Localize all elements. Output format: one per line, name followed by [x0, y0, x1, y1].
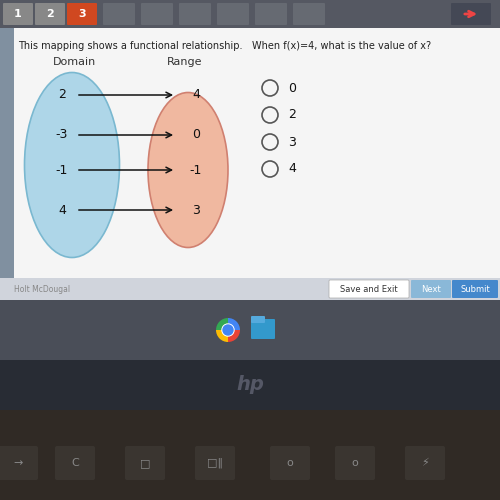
- Bar: [0, 278, 500, 300]
- FancyBboxPatch shape: [141, 3, 173, 25]
- Text: □: □: [140, 458, 150, 468]
- Wedge shape: [216, 330, 228, 342]
- Text: ⚡: ⚡: [421, 458, 429, 468]
- Bar: [0, 300, 500, 360]
- Text: Save and Exit: Save and Exit: [340, 284, 398, 294]
- Bar: [0, 28, 14, 298]
- Text: 3: 3: [78, 9, 86, 19]
- Text: 0: 0: [192, 128, 200, 141]
- FancyBboxPatch shape: [452, 280, 498, 298]
- Text: 1: 1: [14, 9, 22, 19]
- Text: o: o: [352, 458, 358, 468]
- Text: 2: 2: [46, 9, 54, 19]
- Text: o: o: [286, 458, 294, 468]
- Wedge shape: [216, 318, 228, 330]
- Bar: [0, 0, 500, 28]
- FancyBboxPatch shape: [125, 446, 165, 480]
- FancyBboxPatch shape: [179, 3, 211, 25]
- Circle shape: [222, 324, 234, 336]
- FancyBboxPatch shape: [405, 446, 445, 480]
- Text: C: C: [71, 458, 79, 468]
- Text: 0: 0: [288, 82, 296, 94]
- FancyBboxPatch shape: [270, 446, 310, 480]
- FancyBboxPatch shape: [451, 3, 491, 25]
- FancyBboxPatch shape: [103, 3, 135, 25]
- FancyBboxPatch shape: [0, 446, 38, 480]
- Bar: [0, 360, 500, 410]
- FancyBboxPatch shape: [293, 3, 325, 25]
- FancyBboxPatch shape: [35, 3, 65, 25]
- Text: Next: Next: [421, 284, 441, 294]
- Text: 2: 2: [288, 108, 296, 122]
- FancyBboxPatch shape: [55, 446, 95, 480]
- Text: □‖: □‖: [207, 458, 223, 468]
- Text: 3: 3: [192, 204, 200, 216]
- Text: -1: -1: [190, 164, 202, 176]
- Text: Range: Range: [167, 57, 203, 67]
- Text: →: →: [14, 458, 22, 468]
- FancyBboxPatch shape: [195, 446, 235, 480]
- Text: -3: -3: [56, 128, 68, 141]
- Bar: [0, 28, 500, 298]
- FancyBboxPatch shape: [251, 319, 275, 339]
- Text: Holt McDougal: Holt McDougal: [14, 284, 70, 294]
- Text: 4: 4: [58, 204, 66, 216]
- Bar: [0, 410, 500, 500]
- Text: This mapping shows a functional relationship.: This mapping shows a functional relation…: [18, 41, 242, 51]
- Text: Domain: Domain: [54, 57, 96, 67]
- FancyBboxPatch shape: [255, 3, 287, 25]
- Text: 3: 3: [288, 136, 296, 148]
- FancyBboxPatch shape: [3, 3, 33, 25]
- Text: hp: hp: [236, 376, 264, 394]
- FancyBboxPatch shape: [217, 3, 249, 25]
- Ellipse shape: [24, 72, 120, 258]
- FancyBboxPatch shape: [335, 446, 375, 480]
- Wedge shape: [228, 330, 240, 342]
- Text: Submit: Submit: [460, 284, 490, 294]
- Wedge shape: [228, 318, 240, 330]
- Text: -1: -1: [56, 164, 68, 176]
- FancyBboxPatch shape: [67, 3, 97, 25]
- FancyBboxPatch shape: [411, 280, 451, 298]
- Circle shape: [223, 325, 233, 335]
- Text: When f(x)=4, what is the value of x?: When f(x)=4, what is the value of x?: [252, 41, 431, 51]
- Text: 4: 4: [192, 88, 200, 102]
- Text: 2: 2: [58, 88, 66, 102]
- FancyBboxPatch shape: [329, 280, 409, 298]
- Text: 4: 4: [288, 162, 296, 175]
- FancyBboxPatch shape: [251, 316, 265, 323]
- Ellipse shape: [148, 92, 228, 248]
